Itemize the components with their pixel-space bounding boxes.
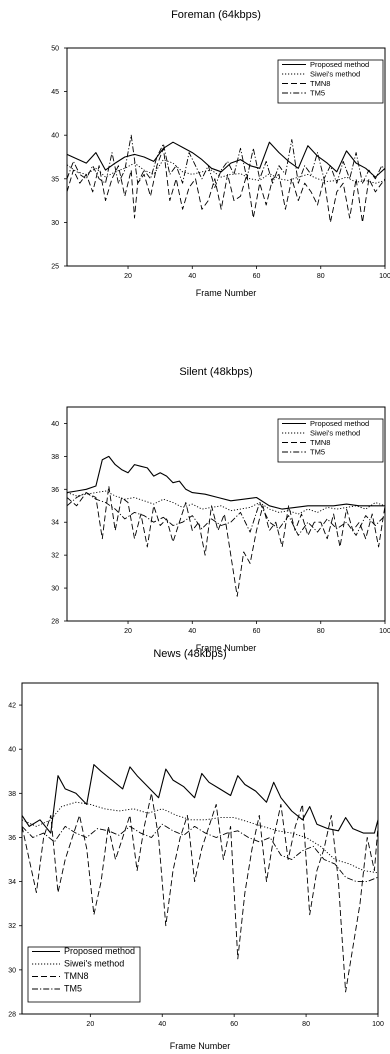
- series-line-4: [66, 134, 386, 188]
- plot-frame: [21, 682, 379, 1015]
- x-axis-label: Frame Number: [196, 288, 257, 298]
- legend-box: [27, 946, 141, 1003]
- x-tick-label: 80: [317, 628, 325, 635]
- series-line-1: [66, 455, 385, 510]
- y-tick-label: 30: [8, 967, 16, 974]
- x-tick-label: 60: [230, 1021, 238, 1028]
- x-tick-label: 40: [158, 1021, 166, 1028]
- legend-box: [277, 59, 384, 104]
- y-tick-label: 36: [8, 835, 16, 842]
- x-tick-label: 20: [86, 1021, 94, 1028]
- plot-frame: [66, 47, 386, 267]
- x-tick-label: 100: [379, 628, 390, 635]
- chart-title: News (48kbps): [153, 648, 226, 660]
- series-line-4: [66, 492, 386, 536]
- y-tick-label: 42: [8, 703, 16, 710]
- y-tick-label: 40: [51, 421, 59, 428]
- x-tick-label: 80: [317, 273, 325, 280]
- y-tick-label: 28: [51, 619, 59, 626]
- y-tick-label: 34: [51, 520, 59, 527]
- series-line-3: [66, 147, 386, 223]
- legend-entry: TMN8: [310, 438, 330, 447]
- plot-frame: [66, 406, 386, 622]
- y-tick-label: 32: [8, 923, 16, 930]
- legend-entry: Siwei's method: [310, 70, 360, 79]
- y-tick-label: 38: [51, 454, 59, 461]
- x-tick-label: 20: [124, 628, 132, 635]
- x-tick-label: 100: [372, 1021, 384, 1028]
- x-tick-label: 100: [379, 273, 390, 280]
- x-axis-label: Frame Number: [170, 1041, 231, 1051]
- chart-title: Foreman (64kbps): [171, 9, 261, 21]
- legend-entry: TM5: [64, 984, 82, 994]
- legend-entry: Proposed method: [310, 60, 369, 69]
- legend-entry: Proposed method: [310, 419, 369, 428]
- chart-1: Foreman (64kbps) 25 30 35 40 45 50 20 40 60 80 100 F…: [51, 9, 390, 298]
- y-tick-label: 28: [8, 1012, 16, 1019]
- x-tick-label: 80: [302, 1021, 310, 1028]
- y-tick-label: 30: [51, 586, 59, 593]
- legend-entry: TM5: [310, 89, 325, 98]
- y-tick-label: 36: [51, 487, 59, 494]
- y-tick-label: 45: [51, 89, 59, 96]
- chart-2: Silent (48kbps) 28 30 32 34 36 38 40 20 40 60 80 100…: [51, 366, 390, 653]
- y-tick-label: 30: [51, 220, 59, 227]
- y-tick-label: 38: [8, 791, 16, 798]
- series-line-2: [21, 801, 379, 874]
- x-tick-label: 60: [253, 273, 261, 280]
- legend-entry: TMN8: [64, 971, 89, 981]
- series-line-3: [21, 792, 379, 993]
- x-tick-label: 20: [124, 273, 132, 280]
- x-tick-label: 40: [188, 273, 196, 280]
- series-line-2: [66, 490, 386, 515]
- chart-title: Silent (48kbps): [179, 366, 252, 378]
- legend-entry: Proposed method: [64, 946, 135, 956]
- legend-box: [277, 418, 384, 463]
- x-axis-label: Frame Number: [196, 643, 257, 653]
- y-tick-label: 25: [51, 264, 59, 271]
- y-tick-label: 40: [51, 133, 59, 140]
- legend-entry: Siwei's method: [64, 959, 124, 969]
- series-line-3: [66, 485, 386, 597]
- legend-entry: TM5: [310, 448, 325, 457]
- y-tick-label: 32: [51, 553, 59, 560]
- x-tick-label: 60: [253, 628, 261, 635]
- series-line-1: [21, 764, 379, 834]
- legend-entry: TMN8: [310, 79, 330, 88]
- legend-entry: Siwei's method: [310, 429, 360, 438]
- y-tick-label: 35: [51, 176, 59, 183]
- x-tick-label: 40: [188, 628, 196, 635]
- chart-3: News (48kbps) 28 30 32 34 36 38 40 42 20 40 60 80 100…: [8, 648, 384, 1051]
- series-line-1: [66, 141, 386, 178]
- y-tick-label: 40: [8, 747, 16, 754]
- series-line-4: [21, 823, 379, 883]
- y-tick-label: 34: [8, 879, 16, 886]
- y-tick-label: 50: [51, 46, 59, 53]
